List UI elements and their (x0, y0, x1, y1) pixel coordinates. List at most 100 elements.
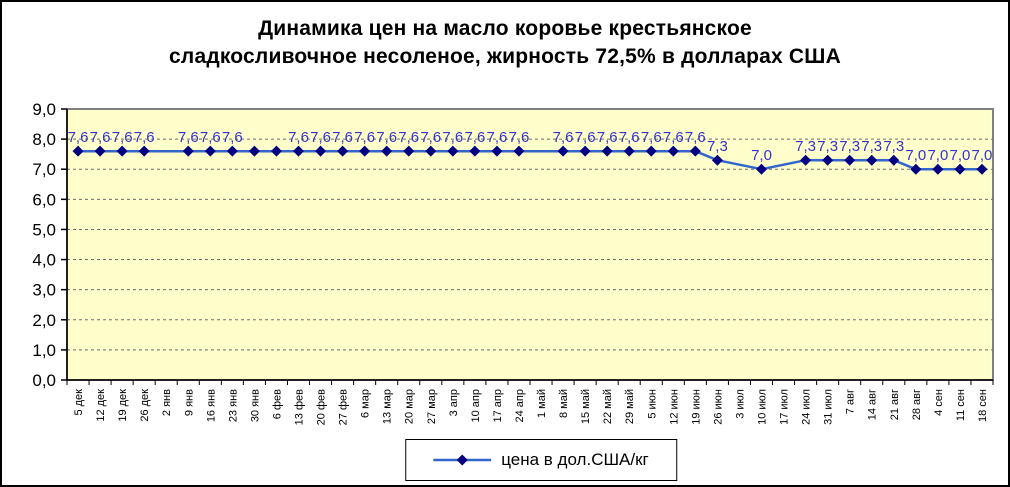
data-point-marker (204, 145, 216, 157)
x-axis-label: 4 сен (933, 389, 945, 416)
x-axis-label: 24 апр (514, 389, 526, 422)
data-point-marker (447, 145, 459, 157)
data-point-label: 7,6 (332, 129, 353, 146)
data-point-label: 7,6 (222, 129, 243, 146)
data-point-marker (315, 145, 327, 157)
data-point-label: 7,0 (972, 147, 993, 164)
x-axis-label: 30 янв (249, 389, 261, 422)
x-axis-label: 13 фев (294, 389, 306, 425)
x-axis-label: 21 авг (889, 389, 901, 420)
data-point-label: 7,3 (795, 138, 816, 155)
data-point-marker (888, 154, 900, 166)
x-axis-label: 11 сен (955, 389, 967, 421)
data-point-marker (910, 163, 922, 175)
x-axis-label: 10 июл (757, 389, 769, 425)
data-point-label: 7,6 (619, 129, 640, 146)
data-point-label: 7,6 (178, 129, 199, 146)
data-point-marker (248, 145, 260, 157)
x-axis-label: 1 май (536, 389, 548, 418)
data-point-marker (822, 154, 834, 166)
plot-area (66, 108, 994, 381)
data-point-marker (601, 145, 613, 157)
legend-label: цена в дол.США/кг (501, 450, 649, 469)
data-point-marker (866, 154, 878, 166)
data-point-marker (711, 154, 723, 166)
data-point-label: 7,6 (200, 129, 221, 146)
data-point-marker (116, 145, 128, 157)
data-point-label: 7,6 (553, 129, 574, 146)
data-point-marker (94, 145, 106, 157)
data-point-marker (667, 145, 679, 157)
data-point-label: 7,6 (641, 129, 662, 146)
x-axis-label: 26 июн (712, 389, 724, 425)
x-axis-label: 8 май (558, 389, 570, 418)
y-axis-label: 3,0 (32, 281, 56, 300)
data-point-label: 7,6 (685, 129, 706, 146)
x-axis-label: 9 янв (183, 389, 195, 416)
data-point-marker (976, 163, 988, 175)
x-axis-label: 18 сен (977, 389, 989, 422)
data-point-marker (645, 145, 657, 157)
data-point-marker (623, 145, 635, 157)
data-point-label: 7,6 (112, 129, 133, 146)
x-axis-label: 14 авг (867, 389, 879, 420)
y-axis-label: 1,0 (32, 341, 56, 360)
data-point-marker (491, 145, 503, 157)
chart-title: Динамика цен на масло коровье крестьянск… (2, 15, 1008, 70)
data-point-marker (557, 145, 569, 157)
data-point-label: 7,6 (486, 129, 507, 146)
data-point-marker (337, 145, 349, 157)
x-axis-label: 19 дек (117, 389, 129, 422)
data-point-label: 7,6 (464, 129, 485, 146)
x-axis-label: 15 май (580, 389, 592, 424)
y-axis-label: 7,0 (32, 160, 56, 179)
data-point-label: 7,3 (707, 138, 728, 155)
data-point-label: 7,6 (90, 129, 111, 146)
x-axis-label: 5 дек (73, 389, 85, 416)
data-point-marker (469, 145, 481, 157)
x-axis-label: 13 мар (382, 389, 394, 424)
data-point-marker (513, 145, 525, 157)
y-axis-label: 5,0 (32, 220, 56, 239)
data-point-marker (579, 145, 591, 157)
x-axis-label: 6 фев (271, 389, 283, 419)
data-point-marker (381, 145, 393, 157)
x-axis-label: 6 мар (360, 389, 372, 418)
y-axis-label: 8,0 (32, 130, 56, 149)
data-point-marker (182, 145, 194, 157)
data-point-label: 7,6 (575, 129, 596, 146)
x-axis-label: 19 июн (690, 389, 702, 425)
data-point-label: 7,6 (420, 129, 441, 146)
x-axis-label: 5 июн (646, 389, 658, 419)
data-point-marker (844, 154, 856, 166)
x-axis-label: 20 мар (404, 389, 416, 424)
data-point-label: 7,6 (68, 129, 89, 146)
data-point-label: 7,6 (663, 129, 684, 146)
x-axis-label: 27 фев (338, 389, 350, 425)
data-point-label: 7,6 (310, 129, 331, 146)
data-point-label: 7,6 (288, 129, 309, 146)
x-axis-label: 7 авг (845, 389, 857, 414)
x-axis-label: 3 апр (448, 389, 460, 416)
x-axis-label: 23 янв (227, 389, 239, 422)
data-point-label: 7,6 (597, 129, 618, 146)
x-axis-label: 31 июл (823, 389, 835, 425)
data-point-marker (800, 154, 812, 166)
data-point-label: 7,6 (376, 129, 397, 146)
data-point-marker (138, 145, 150, 157)
x-axis-label: 3 июл (734, 389, 746, 419)
y-axis-label: 6,0 (32, 190, 56, 209)
x-axis-label: 2 янв (161, 389, 173, 416)
x-axis-label: 16 янв (205, 389, 217, 422)
data-point-marker (359, 145, 371, 157)
legend: цена в дол.США/кг (405, 439, 677, 481)
data-point-marker (72, 145, 84, 157)
data-point-label: 7,3 (861, 138, 882, 155)
y-axis-label: 0,0 (32, 371, 56, 390)
legend-line-sample (433, 454, 492, 466)
x-axis-label: 22 май (602, 389, 614, 424)
data-point-label: 7,0 (905, 147, 926, 164)
data-point-marker (756, 163, 767, 175)
data-point-marker (932, 163, 944, 175)
